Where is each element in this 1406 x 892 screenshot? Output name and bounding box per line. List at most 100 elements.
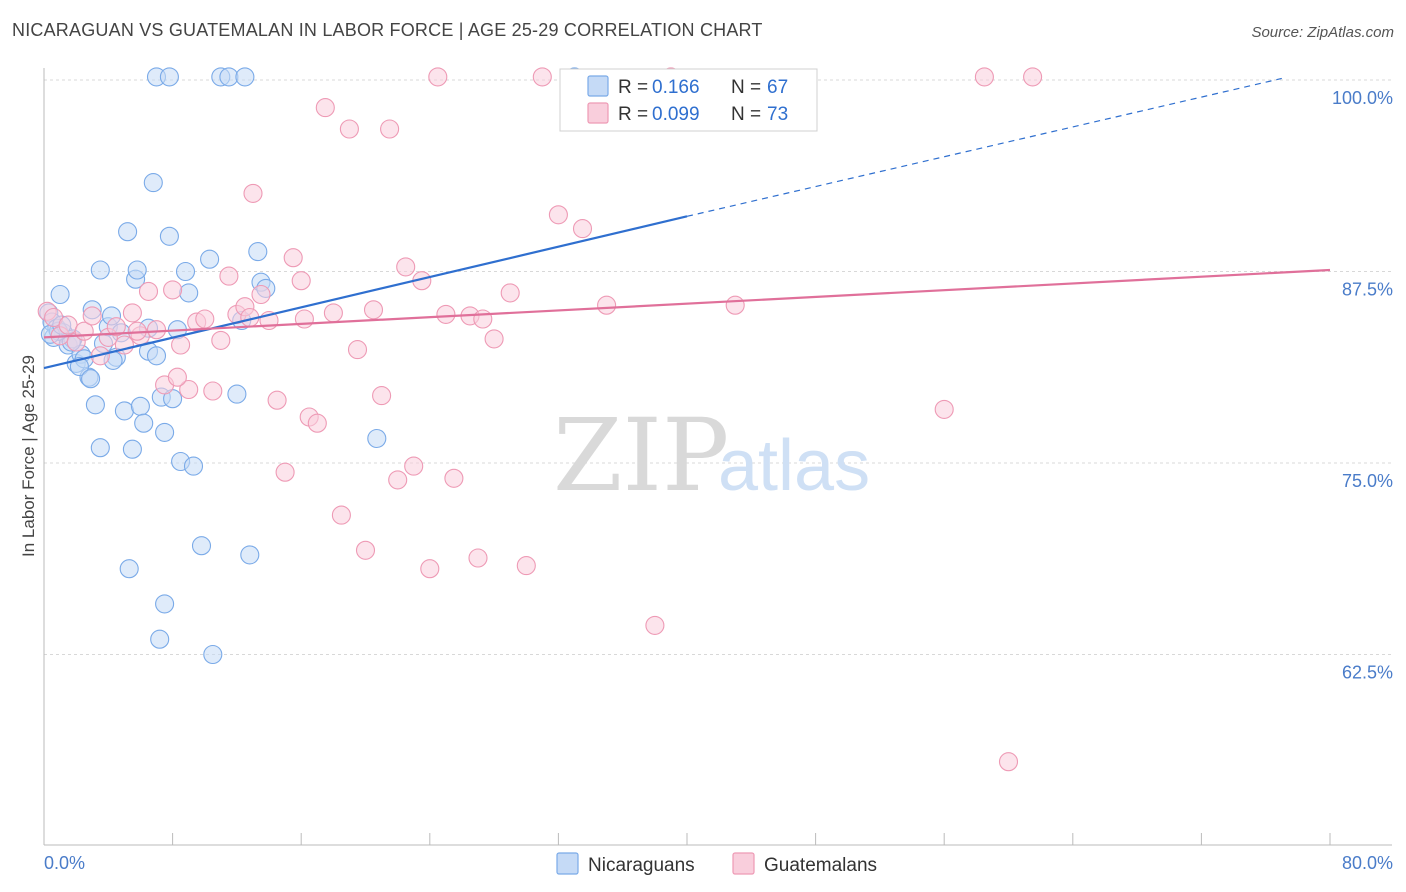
data-points [37, 67, 1043, 772]
point-nicaraguans-12 [85, 395, 105, 415]
point-guatemalans-11 [122, 303, 142, 323]
stats-r-label-nicaraguans: R = [618, 77, 648, 98]
point-nicaraguans-39 [203, 644, 223, 665]
series-legend: Nicaraguans Guatemalans [556, 852, 877, 876]
point-guatemalans-39 [347, 340, 368, 360]
point-nicaraguans-21 [122, 439, 142, 459]
y-tick-label-1: 87.5% [1342, 280, 1393, 300]
stats-r-value-nicaraguans: 0.166 [652, 77, 700, 98]
point-nicaraguans-35 [179, 283, 199, 303]
point-guatemalans-30 [275, 462, 295, 482]
point-guatemalans-59 [597, 295, 617, 315]
point-guatemalans-21 [203, 381, 223, 401]
x-tick-label-min: 0.0% [44, 853, 85, 873]
point-guatemalans-22 [211, 330, 231, 350]
point-guatemalans-52 [468, 548, 488, 568]
point-nicaraguans-27 [146, 346, 167, 366]
point-nicaraguans-45 [248, 242, 268, 262]
watermark: ZIP atlas [553, 397, 870, 514]
stats-n-label-nicaraguans: N = [731, 77, 761, 98]
point-guatemalans-36 [323, 303, 343, 323]
point-guatemalans-56 [532, 67, 552, 87]
point-guatemalans-44 [396, 257, 416, 277]
point-guatemalans-35 [315, 98, 335, 118]
point-guatemalans-27 [251, 284, 271, 305]
point-guatemalans-18 [179, 379, 199, 400]
point-guatemalans-20 [195, 309, 215, 329]
point-guatemalans-16 [163, 280, 183, 300]
point-guatemalans-53 [484, 329, 504, 349]
legend-label-nicaraguans: Nicaraguans [588, 855, 695, 876]
trend-lines [43, 77, 1331, 370]
point-guatemalans-71 [363, 300, 384, 320]
point-guatemalans-6 [82, 306, 102, 326]
point-guatemalans-32 [291, 271, 311, 291]
point-guatemalans-13 [138, 281, 159, 301]
point-nicaraguans-52 [159, 67, 179, 87]
chart-source: Source: ZipAtlas.com [1251, 24, 1394, 41]
watermark-zip: ZIP [553, 397, 729, 514]
point-guatemalans-68 [167, 367, 187, 387]
point-nicaraguans-64 [367, 428, 387, 449]
point-nicaraguans-37 [191, 536, 212, 556]
point-guatemalans-66 [1023, 67, 1043, 87]
point-guatemalans-29 [267, 390, 287, 410]
chart-title: NICARAGUAN VS GUATEMALAN IN LABOR FORCE … [12, 20, 763, 40]
point-guatemalans-50 [444, 468, 464, 488]
point-guatemalans-14 [146, 320, 167, 340]
point-nicaraguans-3 [50, 284, 70, 305]
point-nicaraguans-54 [90, 438, 110, 458]
legend-swatch-nicaraguans [556, 852, 579, 875]
y-tick-label-0: 100.0% [1332, 88, 1393, 108]
point-guatemalans-26 [243, 183, 263, 203]
point-nicaraguans-24 [134, 413, 154, 433]
point-nicaraguans-60 [127, 260, 147, 280]
stats-swatch-guatemalans [587, 102, 609, 124]
point-nicaraguans-13 [90, 260, 110, 280]
point-nicaraguans-42 [227, 384, 247, 404]
stats-n-value-nicaraguans: 67 [767, 77, 788, 98]
point-guatemalans-42 [380, 119, 400, 139]
point-guatemalans-45 [404, 456, 424, 476]
point-nicaraguans-38 [200, 249, 220, 269]
point-nicaraguans-41 [219, 67, 239, 87]
point-nicaraguans-48 [119, 559, 139, 579]
point-guatemalans-48 [428, 67, 448, 87]
point-guatemalans-37 [331, 505, 351, 525]
y-tick-label-2: 75.0% [1342, 471, 1393, 491]
stats-legend: R = 0.166 N = 67 R = 0.099 N = 73 [559, 68, 818, 132]
stats-r-value-guatemalans: 0.099 [652, 104, 700, 125]
point-guatemalans-62 [725, 295, 745, 315]
point-guatemalans-31 [283, 248, 303, 268]
y-tick-labels: 100.0% 87.5% 75.0% 62.5% [1332, 88, 1393, 683]
x-tick-label-max: 80.0% [1342, 853, 1393, 873]
point-guatemalans-70 [294, 309, 314, 329]
point-nicaraguans-29 [155, 422, 175, 442]
point-guatemalans-23 [219, 266, 239, 286]
point-nicaraguans-63 [81, 369, 101, 389]
point-nicaraguans-36 [183, 456, 204, 476]
stats-n-value-guatemalans: 73 [767, 104, 788, 125]
point-nicaraguans-23 [130, 396, 150, 416]
trend-line-nicaraguans [43, 215, 688, 370]
legend-label-guatemalans: Guatemalans [764, 855, 877, 876]
y-tick-label-3: 62.5% [1342, 663, 1393, 683]
point-guatemalans-60 [645, 615, 665, 635]
point-guatemalans-43 [388, 470, 408, 490]
point-guatemalans-3 [58, 315, 78, 335]
point-guatemalans-41 [372, 386, 392, 406]
point-guatemalans-40 [355, 540, 376, 560]
point-nicaraguans-50 [150, 629, 170, 649]
point-nicaraguans-53 [235, 67, 255, 87]
legend-swatch-guatemalans [732, 852, 755, 875]
point-guatemalans-63 [934, 399, 954, 419]
point-guatemalans-54 [500, 283, 520, 303]
stats-r-label-guatemalans: R = [618, 104, 648, 125]
point-nicaraguans-20 [118, 222, 138, 242]
point-guatemalans-72 [473, 309, 493, 329]
point-guatemalans-38 [339, 119, 359, 139]
point-guatemalans-57 [548, 205, 568, 225]
point-guatemalans-9 [106, 317, 126, 337]
gridlines [44, 79, 1392, 655]
